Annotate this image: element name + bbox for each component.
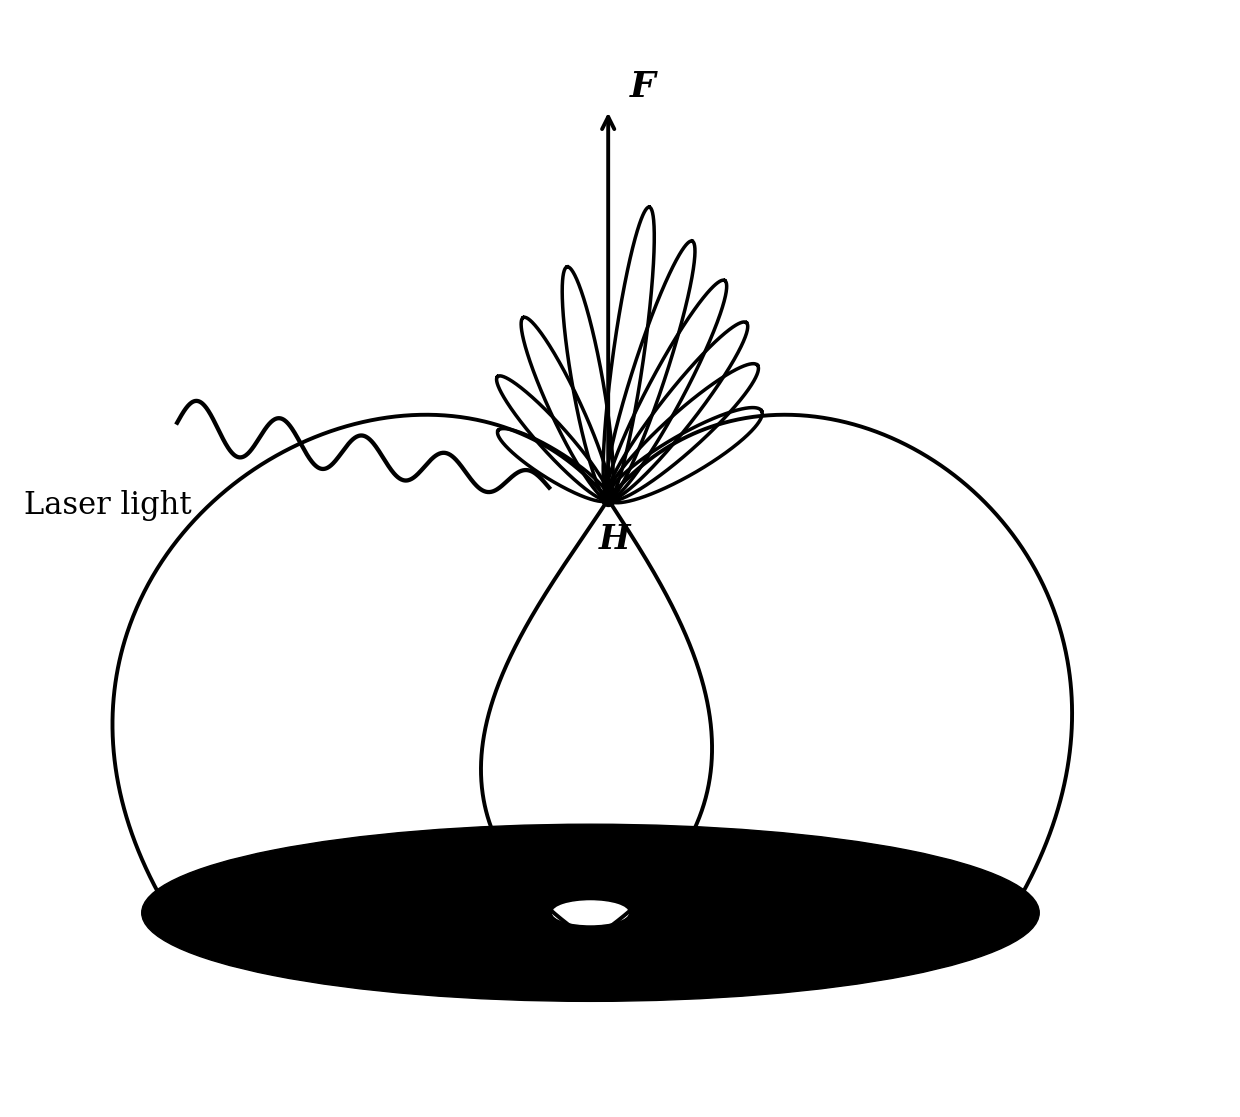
Ellipse shape	[553, 901, 629, 925]
Text: F: F	[630, 70, 655, 104]
Ellipse shape	[141, 824, 1039, 1001]
Text: Laser light: Laser light	[24, 490, 191, 521]
Text: H: H	[599, 523, 630, 556]
Point	[598, 490, 618, 508]
